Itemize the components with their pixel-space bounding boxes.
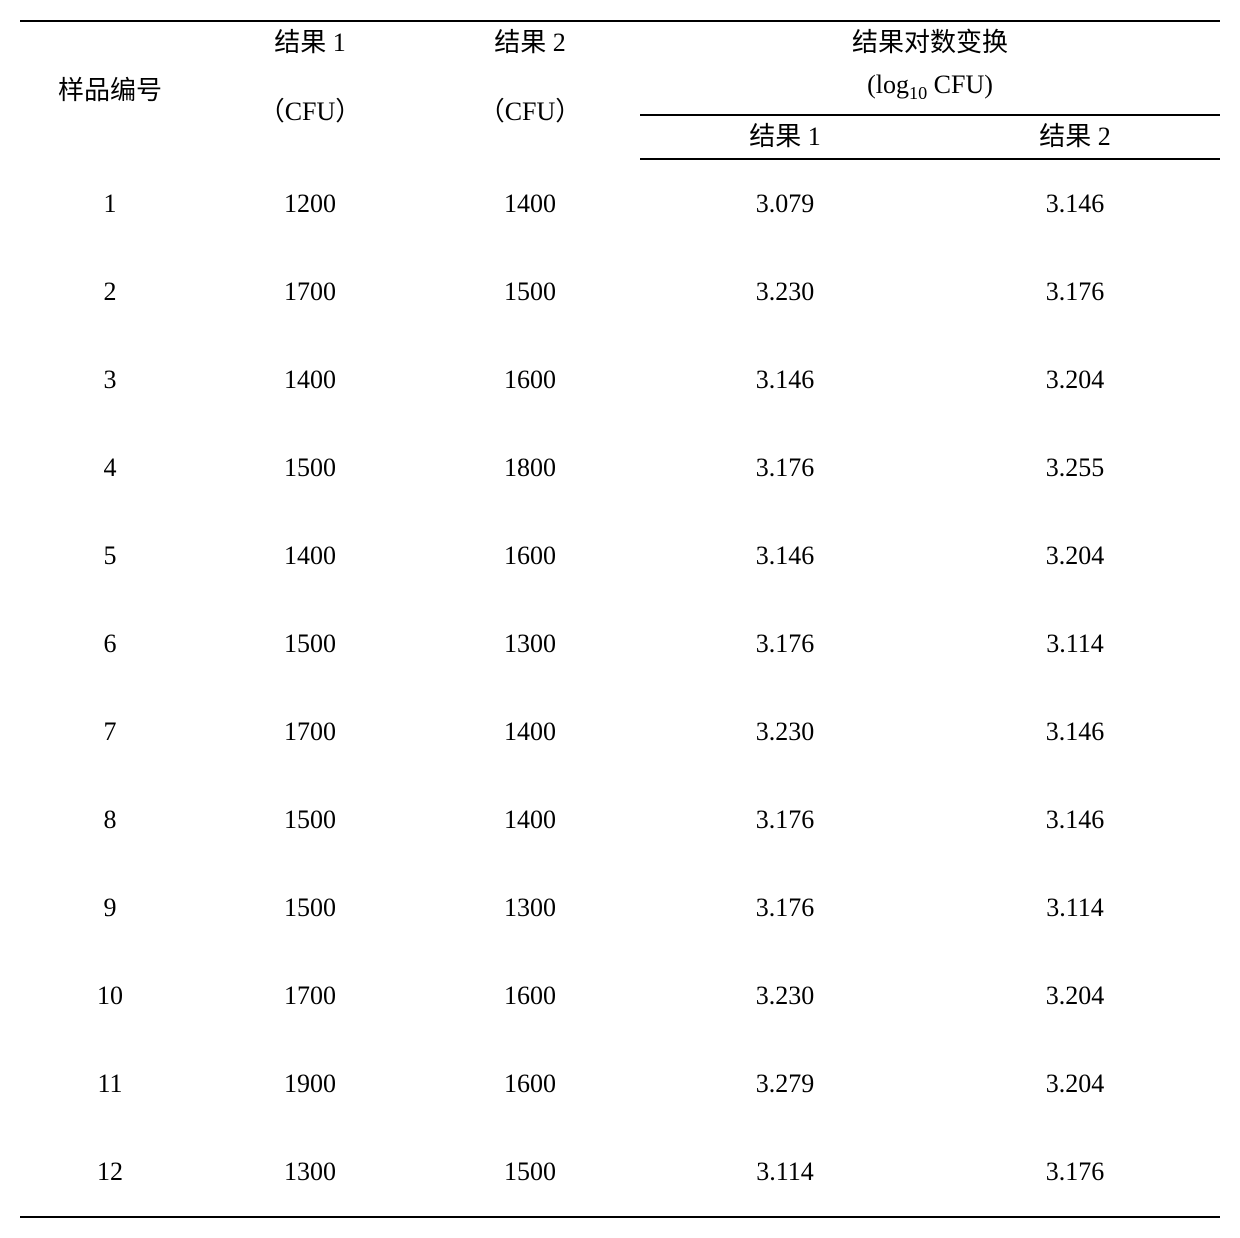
cell-result2: 1300 (420, 600, 640, 688)
cell-log1: 3.146 (640, 336, 930, 424)
cell-result2: 1500 (420, 248, 640, 336)
cell-log2: 3.204 (930, 952, 1220, 1040)
cell-result1: 1400 (200, 512, 420, 600)
cell-log2: 3.146 (930, 776, 1220, 864)
cell-log2: 3.176 (930, 1128, 1220, 1217)
header-result2-line1: 结果 2 (420, 21, 640, 64)
header-log-result1: 结果 1 (640, 115, 930, 159)
cell-log1: 3.176 (640, 776, 930, 864)
cell-log1: 3.230 (640, 248, 930, 336)
table-row: 3140016003.1463.204 (20, 336, 1220, 424)
cell-log2: 3.146 (930, 688, 1220, 776)
cell-log2: 3.204 (930, 1040, 1220, 1128)
table-row: 5140016003.1463.204 (20, 512, 1220, 600)
cell-result2: 1400 (420, 159, 640, 248)
table-row: 12130015003.1143.176 (20, 1128, 1220, 1217)
cell-result2: 1500 (420, 1128, 640, 1217)
cell-result1: 1700 (200, 688, 420, 776)
cell-result1: 1500 (200, 776, 420, 864)
cell-log1: 3.176 (640, 864, 930, 952)
header-sample-no: 样品编号 (20, 21, 200, 159)
cell-result1: 1200 (200, 159, 420, 248)
log-subtitle-suffix: CFU) (927, 70, 993, 99)
cell-log2: 3.114 (930, 864, 1220, 952)
cell-result1: 1400 (200, 336, 420, 424)
table-row: 2170015003.2303.176 (20, 248, 1220, 336)
cell-sample-no: 9 (20, 864, 200, 952)
cell-sample-no: 7 (20, 688, 200, 776)
cell-log1: 3.176 (640, 600, 930, 688)
header-log-result2: 结果 2 (930, 115, 1220, 159)
cell-result1: 1300 (200, 1128, 420, 1217)
cell-result2: 1600 (420, 512, 640, 600)
results-table: 样品编号 结果 1 结果 2 结果对数变换 （CFU） （CFU） (log10… (20, 20, 1220, 1218)
table-row: 1120014003.0793.146 (20, 159, 1220, 248)
cell-result1: 1900 (200, 1040, 420, 1128)
cell-result2: 1600 (420, 952, 640, 1040)
cell-result2: 1400 (420, 688, 640, 776)
table-row: 9150013003.1763.114 (20, 864, 1220, 952)
cell-result1: 1500 (200, 864, 420, 952)
header-result1-line1: 结果 1 (200, 21, 420, 64)
header-log-title: 结果对数变换 (640, 21, 1220, 64)
header-result1-line2: （CFU） (200, 64, 420, 159)
header-log-subtitle: (log10 CFU) (640, 64, 1220, 115)
table-row: 11190016003.2793.204 (20, 1040, 1220, 1128)
cell-result1: 1700 (200, 952, 420, 1040)
table-body: 1120014003.0793.1462170015003.2303.17631… (20, 159, 1220, 1217)
cell-log2: 3.114 (930, 600, 1220, 688)
cell-log2: 3.255 (930, 424, 1220, 512)
cell-log2: 3.204 (930, 336, 1220, 424)
cell-log2: 3.146 (930, 159, 1220, 248)
cell-result2: 1600 (420, 1040, 640, 1128)
cell-result2: 1800 (420, 424, 640, 512)
cell-log2: 3.204 (930, 512, 1220, 600)
cell-log1: 3.230 (640, 688, 930, 776)
table-row: 4150018003.1763.255 (20, 424, 1220, 512)
cell-sample-no: 6 (20, 600, 200, 688)
cell-result1: 1500 (200, 600, 420, 688)
cell-sample-no: 12 (20, 1128, 200, 1217)
table-row: 7170014003.2303.146 (20, 688, 1220, 776)
cell-sample-no: 8 (20, 776, 200, 864)
cell-log1: 3.146 (640, 512, 930, 600)
cell-log1: 3.230 (640, 952, 930, 1040)
cell-result2: 1400 (420, 776, 640, 864)
table-row: 10170016003.2303.204 (20, 952, 1220, 1040)
header-result2-line2: （CFU） (420, 64, 640, 159)
cell-log1: 3.176 (640, 424, 930, 512)
cell-sample-no: 5 (20, 512, 200, 600)
cell-sample-no: 11 (20, 1040, 200, 1128)
cell-sample-no: 3 (20, 336, 200, 424)
cell-log1: 3.079 (640, 159, 930, 248)
log-subtitle-sub: 10 (909, 83, 927, 103)
cell-log1: 3.279 (640, 1040, 930, 1128)
cell-sample-no: 10 (20, 952, 200, 1040)
table-row: 8150014003.1763.146 (20, 776, 1220, 864)
cell-result1: 1700 (200, 248, 420, 336)
cell-sample-no: 1 (20, 159, 200, 248)
cell-sample-no: 4 (20, 424, 200, 512)
cell-result1: 1500 (200, 424, 420, 512)
cell-log1: 3.114 (640, 1128, 930, 1217)
cell-result2: 1600 (420, 336, 640, 424)
log-subtitle-prefix: (log (867, 70, 909, 99)
cell-result2: 1300 (420, 864, 640, 952)
cell-sample-no: 2 (20, 248, 200, 336)
table-row: 6150013003.1763.114 (20, 600, 1220, 688)
cell-log2: 3.176 (930, 248, 1220, 336)
